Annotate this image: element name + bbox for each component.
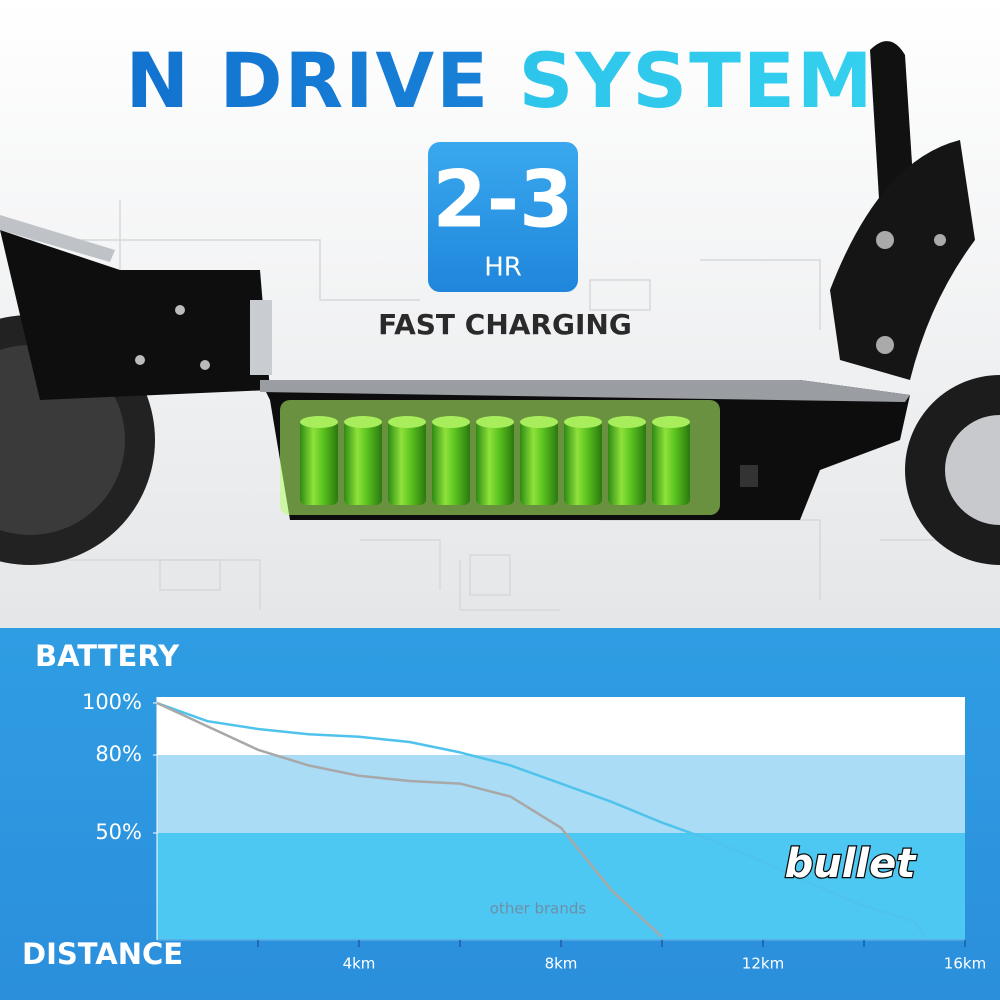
caption: FAST CHARGING bbox=[378, 308, 632, 341]
x-axis-title: DISTANCE bbox=[22, 937, 183, 971]
y-tick-label: 100% bbox=[82, 690, 142, 714]
x-tick-label: 4km bbox=[343, 955, 376, 973]
battery-cell bbox=[520, 420, 558, 505]
battery-cell-top bbox=[608, 416, 646, 428]
band bbox=[157, 833, 965, 940]
badge-unit: HR bbox=[484, 253, 522, 283]
x-tick-label: 12km bbox=[742, 955, 784, 973]
series-line bbox=[156, 701, 663, 938]
band bbox=[157, 697, 965, 755]
badge bbox=[428, 142, 578, 292]
battery-cell bbox=[300, 420, 338, 505]
y-tick-label: 50% bbox=[95, 820, 142, 844]
battery-cell-top bbox=[388, 416, 426, 428]
x-tick-label: 16km bbox=[944, 955, 986, 973]
battery-cell bbox=[652, 420, 690, 505]
x-tick-label: 8km bbox=[545, 955, 578, 973]
battery-cell bbox=[432, 420, 470, 505]
battery-cell bbox=[608, 420, 646, 505]
y-tick-label: 80% bbox=[95, 742, 142, 766]
battery-cell-top bbox=[344, 416, 382, 428]
badge-value: 2-3 bbox=[433, 155, 574, 245]
battery-cell-top bbox=[300, 416, 338, 428]
y-axis-title: BATTERY bbox=[35, 639, 180, 673]
battery-cell bbox=[564, 420, 602, 505]
battery-cell bbox=[344, 420, 382, 505]
battery-cell bbox=[476, 420, 514, 505]
battery-cell bbox=[388, 420, 426, 505]
title-part: SYSTEM bbox=[519, 36, 875, 125]
series-label: bullet bbox=[785, 841, 918, 887]
battery-cell-top bbox=[520, 416, 558, 428]
plot: 100% 80% 50% 4km 8km 12km 16km bullet other bran… bbox=[82, 690, 986, 973]
battery-cells bbox=[300, 416, 690, 505]
series-line bbox=[156, 701, 926, 938]
band bbox=[157, 755, 965, 833]
series-label: other brands bbox=[490, 900, 587, 918]
battery-cell-top bbox=[564, 416, 602, 428]
circuit-pattern bbox=[20, 200, 990, 611]
title-part: N DRIVE bbox=[125, 36, 490, 125]
title: N DRIVE SYSTEM bbox=[125, 36, 874, 125]
battery-cell-top bbox=[476, 416, 514, 428]
battery-cell-top bbox=[652, 416, 690, 428]
battery-cell-top bbox=[432, 416, 470, 428]
